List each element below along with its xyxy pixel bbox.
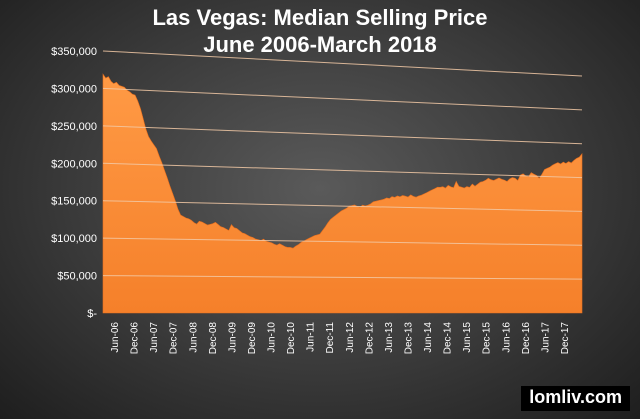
- plot-area: [102, 73, 583, 314]
- y-tick-label: $150,000: [51, 196, 97, 208]
- x-tick-label: Jun-14: [423, 322, 434, 353]
- y-tick-label: $-: [87, 308, 97, 320]
- y-tick-label: $350,000: [51, 46, 97, 58]
- chart-subtitle: June 2006-March 2018: [203, 32, 437, 57]
- x-tick-label: Jun-17: [540, 322, 551, 353]
- x-tick-label: Jun-08: [188, 322, 199, 353]
- y-tick-label: $200,000: [51, 158, 97, 170]
- x-tick-label: Dec-17: [560, 322, 571, 355]
- x-tick-label: Jun-12: [345, 322, 356, 353]
- x-tick-label: Dec-06: [130, 322, 141, 355]
- y-tick-label: $100,000: [51, 233, 97, 245]
- chart-title: Las Vegas: Median Selling Price: [152, 5, 488, 30]
- gridline: [102, 87, 583, 111]
- x-axis-tick-labels: Jun-06 Dec-06 Jun-07 Dec-07 Jun-08 Dec-08 Jun-…: [110, 322, 571, 355]
- gridline: [102, 200, 583, 212]
- x-tick-label: Dec-09: [247, 322, 258, 355]
- x-tick-label: Dec-10: [286, 322, 297, 355]
- x-tick-label: Jun-13: [384, 322, 395, 353]
- x-tick-label: Jun-07: [149, 322, 160, 353]
- x-tick-label: Dec-14: [443, 322, 454, 355]
- x-tick-label: Dec-08: [208, 322, 219, 355]
- x-tick-label: Dec-16: [521, 322, 532, 355]
- gridline: [102, 50, 583, 77]
- x-tick-label: Jun-09: [227, 322, 238, 353]
- y-tick-label: $300,000: [51, 83, 97, 95]
- x-tick-label: Jun-10: [267, 322, 278, 353]
- area-series: [102, 73, 583, 314]
- gridline: [102, 162, 583, 179]
- y-tick-label: $250,000: [51, 121, 97, 133]
- x-tick-label: Jun-11: [306, 322, 317, 352]
- chart-title-block: Las Vegas: Median Selling Price June 200…: [0, 4, 640, 58]
- x-tick-label: Dec-12: [364, 322, 375, 355]
- watermark: lomliv.com: [521, 386, 630, 411]
- gridline: [102, 125, 583, 145]
- x-tick-label: Jun-15: [462, 322, 473, 353]
- x-tick-label: Dec-15: [482, 322, 493, 355]
- x-tick-label: Dec-07: [169, 322, 180, 355]
- x-tick-label: Dec-11: [325, 322, 336, 354]
- x-tick-label: Jun-16: [501, 322, 512, 353]
- gridline: [102, 237, 583, 246]
- x-tick-label: Dec-13: [404, 322, 415, 355]
- y-axis-tick-labels: $- $50,000 $100,000 $150,000 $200,000 $250,00…: [51, 46, 97, 320]
- gridline: [102, 275, 583, 280]
- gridlines: [102, 50, 583, 280]
- x-tick-label: Jun-06: [110, 322, 121, 353]
- y-tick-label: $50,000: [57, 271, 97, 283]
